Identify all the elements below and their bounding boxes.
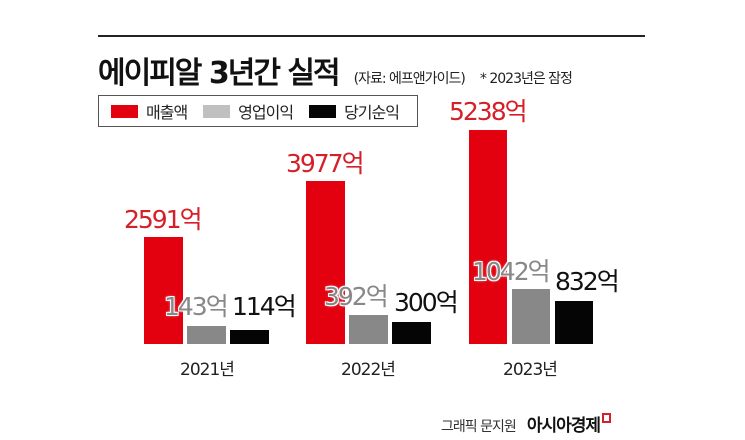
value-label-2023-revenue: 5238억	[449, 97, 528, 126]
bar-2022-net-income	[392, 322, 431, 344]
legend-item-net-income: 당기순익	[309, 99, 400, 123]
bar-2022-operating-profit	[349, 315, 388, 344]
x-axis-label-2023: 2023년	[503, 360, 558, 380]
legend-label: 영업이익	[238, 103, 294, 122]
value-label-2021-operating-profit: 143억	[164, 292, 229, 321]
legend-item-revenue: 매출액	[111, 99, 188, 123]
value-label-2023-net-income: 832억	[555, 267, 620, 296]
top-rule	[98, 35, 645, 37]
value-label-2021-revenue: 2591억	[124, 205, 203, 234]
brand-mark-icon	[602, 413, 612, 423]
brand-logo: 아시아경제	[526, 416, 601, 436]
chart-title: 에이피알 3년간 실적	[98, 56, 341, 91]
value-label-2021-net-income: 114억	[232, 292, 297, 321]
value-label-2022-net-income: 300억	[394, 288, 459, 317]
legend-swatch-revenue	[111, 104, 138, 118]
graphic-credit: 그래픽 문지원	[441, 419, 517, 435]
bar-2022-revenue	[306, 181, 345, 344]
legend-swatch-net-income	[309, 104, 337, 118]
legend: 매출액 영업이익 당기순익	[98, 95, 418, 127]
bar-2021-operating-profit	[187, 326, 226, 344]
footer-credit: 그래픽 문지원 아시아경제	[441, 411, 612, 436]
bar-2021-net-income	[230, 330, 269, 344]
value-label-2023-operating-profit: 1042억	[472, 257, 551, 286]
legend-label: 당기순익	[344, 103, 400, 122]
x-axis-label-2021: 2021년	[180, 360, 235, 380]
provisional-note: * 2023년은 잠정	[479, 71, 573, 87]
value-label-2022-revenue: 3977억	[286, 149, 365, 178]
legend-label: 매출액	[146, 103, 188, 122]
header: 에이피알 3년간 실적 (자료: 에프앤가이드) * 2023년은 잠정	[98, 48, 573, 92]
legend-item-operating-profit: 영업이익	[203, 99, 294, 123]
bar-2023-operating-profit	[512, 289, 550, 344]
x-axis-label-2022: 2022년	[341, 360, 396, 380]
legend-swatch-operating-profit	[203, 104, 231, 118]
bar-2021-revenue	[144, 237, 183, 344]
bar-2023-net-income	[555, 301, 593, 344]
bar-2023-revenue	[469, 130, 507, 344]
source-note: (자료: 에프앤가이드)	[353, 71, 466, 87]
value-label-2022-operating-profit: 392억	[324, 282, 389, 311]
